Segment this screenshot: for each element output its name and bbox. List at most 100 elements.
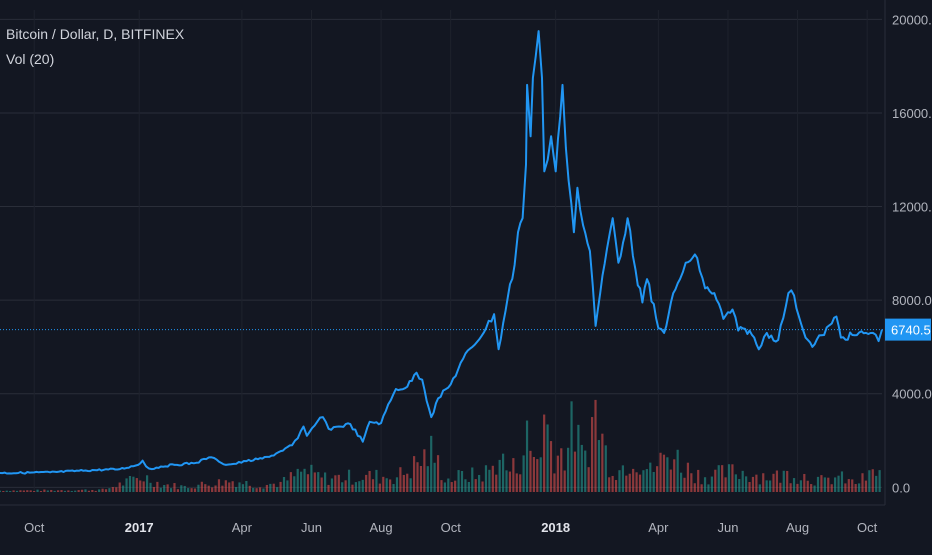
volume-bar (662, 454, 666, 492)
volume-bar (282, 477, 286, 492)
volume-bar (354, 482, 357, 492)
volume-bar (412, 456, 416, 492)
volume-bar (111, 487, 114, 492)
volume-bar (721, 465, 724, 492)
volume-bar (382, 476, 385, 492)
volume-bar (149, 482, 152, 492)
x-tick-label: Jun (717, 520, 738, 535)
volume-bar (727, 464, 731, 492)
volume-bar (214, 485, 217, 492)
volume-bar (200, 481, 203, 492)
volume-bar (169, 488, 173, 492)
volume-bar (495, 474, 498, 492)
volume-bar (450, 482, 453, 492)
x-tick-label: 2017 (125, 520, 154, 535)
volume-bar (12, 490, 15, 492)
volume-bar (46, 490, 49, 492)
volume-bar (847, 479, 850, 492)
volume-bar (22, 490, 25, 492)
volume-bar (286, 480, 289, 492)
volume-bar (433, 462, 436, 492)
volume-bar (163, 485, 166, 492)
volume-bar (108, 488, 111, 492)
volume-bar (406, 473, 409, 492)
volume-bar (697, 469, 700, 492)
volume-bar (115, 487, 118, 492)
volume-bar (871, 469, 874, 492)
volume-bar (156, 481, 159, 492)
volume-bar (738, 479, 741, 492)
volume-bar (454, 480, 457, 492)
volume-bar (806, 480, 809, 492)
volume-bar (447, 478, 450, 492)
volume-bar (313, 472, 316, 492)
volume-bar (269, 483, 272, 492)
volume-bar (608, 477, 611, 492)
x-tick-label: Apr (648, 520, 669, 535)
volume-bar (786, 470, 789, 492)
volume-bar (864, 480, 868, 492)
volume-bar (9, 491, 12, 492)
volume-bar (676, 449, 679, 492)
volume-bar (813, 485, 816, 492)
volume-bar (63, 490, 67, 492)
volume-bar (628, 473, 631, 492)
volume-bar (440, 480, 443, 492)
volume-bar (53, 490, 56, 492)
volume-bar (84, 489, 87, 492)
volume-bar (700, 484, 703, 492)
volume-bar (731, 464, 734, 492)
volume-bar (710, 476, 713, 492)
volume-bar (211, 487, 214, 492)
volume-bar (303, 468, 306, 492)
x-tick-label: Aug (786, 520, 809, 535)
volume-bar (745, 476, 748, 492)
volume-bar (762, 473, 765, 492)
volume-bar (125, 478, 128, 492)
volume-bar (635, 472, 638, 492)
volume-bar (570, 401, 573, 492)
volume-bar (104, 489, 108, 492)
volume-bar (19, 490, 22, 492)
volume-bar (707, 484, 710, 492)
volume-bar (792, 478, 796, 492)
volume-bar (827, 477, 830, 492)
volume-bar (279, 481, 282, 492)
volume-bar (5, 490, 8, 492)
volume-bar (703, 477, 707, 492)
volume-bar (228, 482, 231, 492)
volume-bar (597, 440, 601, 492)
volume-bar (539, 457, 542, 492)
volume-bar (15, 490, 19, 492)
volume-bar (734, 474, 737, 492)
volume-bar (122, 485, 125, 492)
volume-bar (159, 487, 162, 492)
symbol-title[interactable]: Bitcoin / Dollar, D, BITFINEX (6, 26, 185, 42)
volume-bar (217, 479, 221, 492)
volume-bar (265, 484, 268, 492)
volume-bar (39, 491, 43, 492)
volume-bar (854, 483, 857, 492)
volume-bar (580, 444, 583, 492)
volume-bar (238, 482, 241, 492)
volume-bar (204, 484, 207, 492)
volume-bar (67, 490, 70, 492)
volume-indicator-label[interactable]: Vol (20) (6, 51, 55, 67)
volume-bar (501, 453, 505, 492)
volume-bar (327, 484, 330, 492)
volume-bar (820, 475, 823, 492)
time-axis[interactable]: Oct 2017 Apr Jun Aug Oct 2018 Apr Jun Aug Oct (24, 520, 878, 535)
y-tick-label: 20000.0 (892, 12, 932, 27)
price-axis[interactable]: 20000.0 16000.0 12000.0 8000.0 4000.0 0.0 (892, 12, 932, 495)
volume-bar (875, 475, 878, 492)
volume-bar (625, 475, 628, 492)
volume-bar (101, 488, 104, 492)
volume-bar (512, 458, 515, 492)
volume-bar (190, 488, 193, 492)
last-price-label: 6740.5 (891, 323, 931, 338)
volume-bar (334, 475, 337, 492)
volume-bar (187, 488, 190, 492)
volume-bar (810, 484, 813, 492)
